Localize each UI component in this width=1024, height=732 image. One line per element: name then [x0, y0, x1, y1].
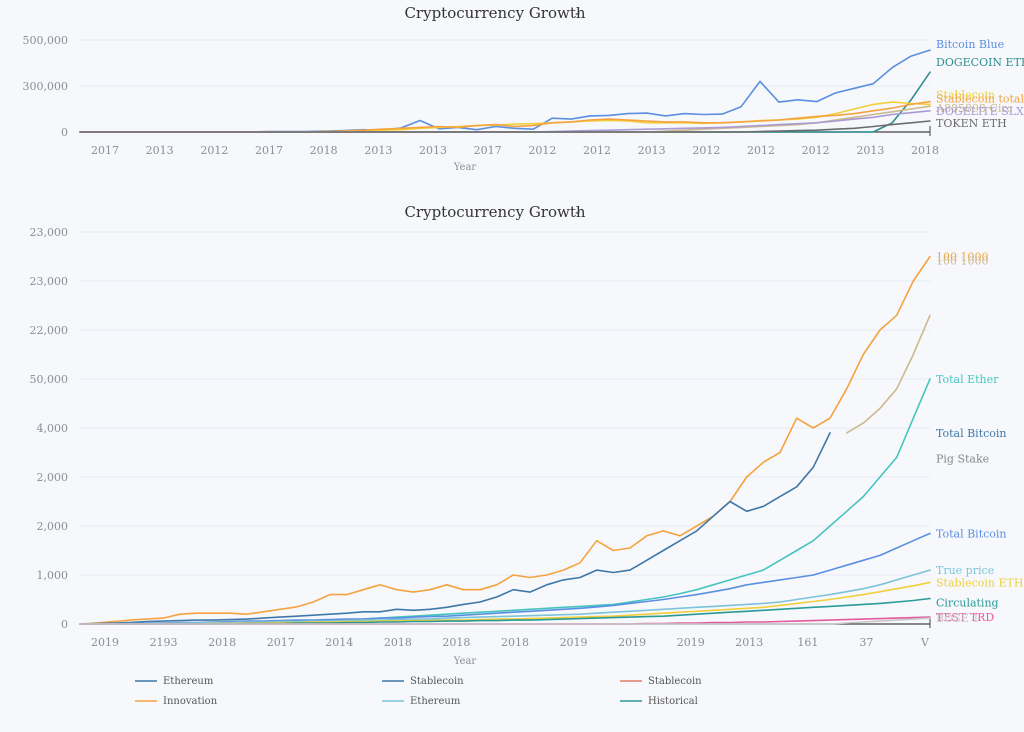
y-tick-label: 23,000	[30, 226, 69, 239]
y-tick-label: 2,000	[37, 471, 69, 484]
chart-title-suffix: -	[575, 203, 580, 221]
series-end-label: Total Bitcoin	[936, 427, 1007, 440]
y-tick-label: 2,000	[37, 520, 69, 533]
x-axis-label: Year	[453, 162, 477, 173]
legend-label: Historical	[648, 696, 698, 707]
series-end-label: 100 1000	[936, 254, 989, 267]
series-line-litecoin	[80, 111, 930, 132]
series-end-label: Circulating	[936, 597, 999, 610]
legend-item: Stablecoin	[620, 676, 702, 687]
x-tick-label: 2012	[583, 144, 611, 157]
series-line-solana	[80, 379, 930, 624]
x-tick-label: 2014	[325, 636, 353, 649]
series-end-label: DOGELITE SLX	[936, 105, 1024, 118]
x-tick-label: 2013	[146, 144, 174, 157]
x-tick-label: 2012	[692, 144, 720, 157]
x-tick-label: 2012	[200, 144, 228, 157]
x-tick-label: 2012	[802, 144, 830, 157]
series-line-dogecoin	[80, 582, 930, 624]
legend-label: Ethereum	[163, 676, 214, 687]
x-tick-label: 2018	[442, 636, 470, 649]
x-tick-label: 2012	[747, 144, 775, 157]
legend-item: Ethereum	[135, 676, 214, 687]
x-axis-label: Year	[453, 656, 477, 667]
series-line-ripple	[847, 315, 930, 433]
x-tick-label: 2018	[208, 636, 236, 649]
x-tick-label: 2018	[501, 636, 529, 649]
legend-item: Ethereum	[382, 696, 461, 707]
series-end-label: DOGECOIN ETH	[936, 56, 1024, 69]
x-tick-label: 161	[797, 636, 818, 649]
legend-item: Historical	[620, 696, 698, 707]
y-tick-label: 500,000	[23, 34, 69, 47]
x-tick-label: 2017	[91, 144, 119, 157]
series-line-ethereum	[80, 257, 930, 625]
legend-label: Ethereum	[410, 696, 461, 707]
series-end-label: TOKEN ETH	[936, 117, 1007, 130]
x-tick-label: 2019	[560, 636, 588, 649]
legend-label: Innovation	[163, 696, 218, 707]
y-tick-label: 1,000	[37, 569, 69, 582]
legend-item: Innovation	[135, 696, 218, 707]
y-tick-label: 50,000	[30, 373, 69, 386]
y-tick-label: 300,000	[23, 80, 69, 93]
chart-2: Cryptocurrency Growth- 0 1,000 2,000 2,000 4,…	[30, 203, 1024, 707]
x-tick-label: 2193	[150, 636, 178, 649]
x-tick-label: 2019	[91, 636, 119, 649]
x-tick-label: 2013	[638, 144, 666, 157]
x-tick-label: 2012	[528, 144, 556, 157]
x-tick-label: 2019	[677, 636, 705, 649]
series-end-label: Total Ether	[936, 373, 999, 386]
legend-label: Stablecoin	[648, 676, 702, 687]
legend-item: Stablecoin	[382, 676, 464, 687]
chart-title: Cryptocurrency Growth	[404, 4, 585, 22]
x-tick-label: V	[920, 636, 930, 649]
series-line-stellar	[80, 570, 930, 624]
y-tick-label: 0	[61, 126, 68, 139]
y-tick-label: 4,000	[37, 422, 69, 435]
series-end-label: Bitcoin Blue	[936, 38, 1004, 51]
series-end-label: Total Bitcoin	[936, 527, 1007, 540]
y-tick-label: 22,000	[30, 324, 69, 337]
x-tick-label: 2013	[856, 144, 884, 157]
x-tick-label: 2018	[911, 144, 939, 157]
series-end-label: BOSE 1	[936, 612, 979, 625]
x-tick-label: 2013	[419, 144, 447, 157]
y-tick-label: 23,000	[30, 275, 69, 288]
x-tick-label: 37	[859, 636, 873, 649]
series-end-label: Stablecoin ETH	[936, 576, 1023, 589]
x-tick-label: 2018	[310, 144, 338, 157]
chart-1: Cryptocurrency Growth- 0 300,000 500,000 201…	[23, 4, 1024, 173]
series-end-label: True price	[936, 564, 994, 577]
x-tick-label: 2019	[618, 636, 646, 649]
chart-title: Cryptocurrency Growth	[404, 203, 585, 221]
x-tick-label: 2017	[474, 144, 502, 157]
series-line-tether	[80, 121, 930, 132]
x-tick-label: 2018	[384, 636, 412, 649]
x-tick-label: 2017	[267, 636, 295, 649]
series-end-label: Pig Stake	[936, 452, 989, 465]
x-tick-label: 2013	[735, 636, 763, 649]
legend-label: Stablecoin	[410, 676, 464, 687]
x-tick-label: 2013	[364, 144, 392, 157]
series-line-bitcoin	[80, 50, 930, 132]
x-tick-label: 2017	[255, 144, 283, 157]
chart-title-suffix: -	[575, 4, 580, 22]
y-tick-label: 0	[61, 618, 68, 631]
series-line-bitcoin	[80, 433, 830, 624]
